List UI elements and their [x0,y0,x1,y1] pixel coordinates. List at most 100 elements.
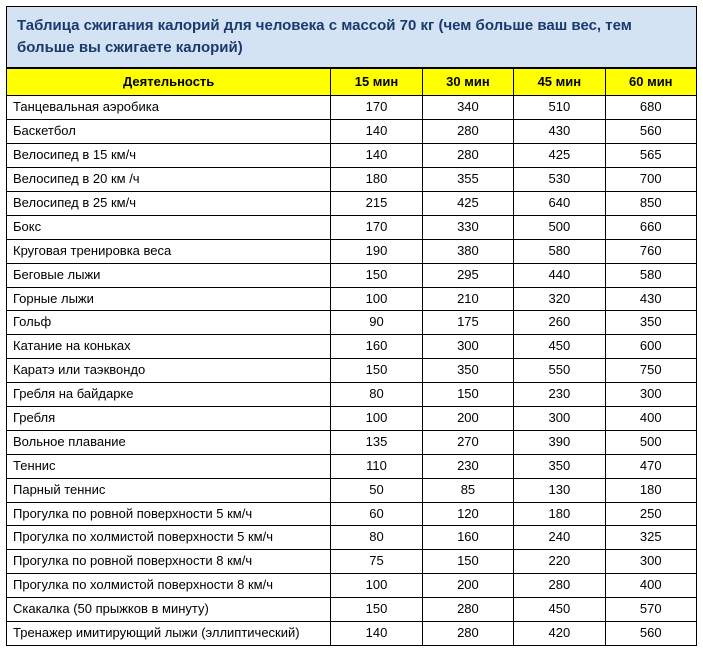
value-cell: 85 [422,478,513,502]
table-row: Парный теннис5085130180 [7,478,697,502]
value-cell: 150 [331,359,422,383]
value-cell: 215 [331,191,422,215]
value-cell: 580 [605,263,696,287]
activity-cell: Гребля на байдарке [7,383,331,407]
table-row: Велосипед в 25 км/ч215425640850 [7,191,697,215]
value-cell: 350 [605,311,696,335]
col-60min: 60 мин [605,68,696,96]
col-15min: 15 мин [331,68,422,96]
value-cell: 140 [331,621,422,645]
activity-cell: Прогулка по холмистой поверхности 8 км/ч [7,574,331,598]
value-cell: 295 [422,263,513,287]
value-cell: 170 [331,215,422,239]
value-cell: 250 [605,502,696,526]
value-cell: 100 [331,406,422,430]
activity-cell: Катание на коньках [7,335,331,359]
value-cell: 170 [331,96,422,120]
value-cell: 350 [422,359,513,383]
value-cell: 430 [605,287,696,311]
value-cell: 150 [422,550,513,574]
value-cell: 135 [331,430,422,454]
value-cell: 210 [422,287,513,311]
value-cell: 260 [514,311,605,335]
value-cell: 100 [331,574,422,598]
activity-cell: Парный теннис [7,478,331,502]
value-cell: 500 [605,430,696,454]
value-cell: 140 [331,120,422,144]
activity-cell: Скакалка (50 прыжков в минуту) [7,598,331,622]
value-cell: 50 [331,478,422,502]
value-cell: 120 [422,502,513,526]
value-cell: 140 [331,144,422,168]
activity-cell: Тренажер имитирующий лыжи (эллиптический… [7,621,331,645]
value-cell: 850 [605,191,696,215]
value-cell: 110 [331,454,422,478]
table-row: Гребля100200300400 [7,406,697,430]
activity-cell: Баскетбол [7,120,331,144]
value-cell: 550 [514,359,605,383]
value-cell: 230 [422,454,513,478]
value-cell: 660 [605,215,696,239]
value-cell: 175 [422,311,513,335]
value-cell: 150 [331,263,422,287]
value-cell: 75 [331,550,422,574]
value-cell: 320 [514,287,605,311]
value-cell: 450 [514,598,605,622]
value-cell: 560 [605,120,696,144]
table-row: Танцевальная аэробика170340510680 [7,96,697,120]
value-cell: 570 [605,598,696,622]
table-row: Гребля на байдарке80150230300 [7,383,697,407]
activity-cell: Прогулка по холмистой поверхности 5 км/ч [7,526,331,550]
value-cell: 300 [605,383,696,407]
value-cell: 400 [605,406,696,430]
table-row: Баскетбол140280430560 [7,120,697,144]
col-30min: 30 мин [422,68,513,96]
value-cell: 80 [331,526,422,550]
activity-cell: Каратэ или таэквондо [7,359,331,383]
value-cell: 100 [331,287,422,311]
value-cell: 700 [605,168,696,192]
value-cell: 280 [422,598,513,622]
value-cell: 150 [422,383,513,407]
col-activity: Деятельность [7,68,331,96]
value-cell: 160 [422,526,513,550]
table-row: Круговая тренировка веса190380580760 [7,239,697,263]
col-45min: 45 мин [514,68,605,96]
table-row: Вольное плавание135270390500 [7,430,697,454]
activity-cell: Прогулка по ровной поверхности 8 км/ч [7,550,331,574]
activity-cell: Гольф [7,311,331,335]
table-row: Каратэ или таэквондо150350550750 [7,359,697,383]
activity-cell: Велосипед в 20 км /ч [7,168,331,192]
value-cell: 420 [514,621,605,645]
value-cell: 220 [514,550,605,574]
value-cell: 300 [605,550,696,574]
activity-cell: Теннис [7,454,331,478]
value-cell: 230 [514,383,605,407]
value-cell: 425 [514,144,605,168]
value-cell: 300 [514,406,605,430]
value-cell: 280 [422,144,513,168]
value-cell: 380 [422,239,513,263]
value-cell: 280 [514,574,605,598]
table-body: Танцевальная аэробика170340510680Баскетб… [7,96,697,645]
table-title: Таблица сжигания калорий для человека с … [6,6,697,68]
activity-cell: Велосипед в 15 км/ч [7,144,331,168]
value-cell: 330 [422,215,513,239]
value-cell: 450 [514,335,605,359]
activity-cell: Круговая тренировка веса [7,239,331,263]
value-cell: 560 [605,621,696,645]
value-cell: 355 [422,168,513,192]
activity-cell: Прогулка по ровной поверхности 5 км/ч [7,502,331,526]
table-row: Беговые лыжи150295440580 [7,263,697,287]
table-row: Прогулка по холмистой поверхности 5 км/ч… [7,526,697,550]
calorie-table: Деятельность 15 мин 30 мин 45 мин 60 мин… [6,68,697,646]
value-cell: 430 [514,120,605,144]
activity-cell: Беговые лыжи [7,263,331,287]
value-cell: 340 [422,96,513,120]
value-cell: 150 [331,598,422,622]
table-row: Велосипед в 20 км /ч180355530700 [7,168,697,192]
value-cell: 300 [422,335,513,359]
table-row: Теннис110230350470 [7,454,697,478]
activity-cell: Вольное плавание [7,430,331,454]
value-cell: 680 [605,96,696,120]
